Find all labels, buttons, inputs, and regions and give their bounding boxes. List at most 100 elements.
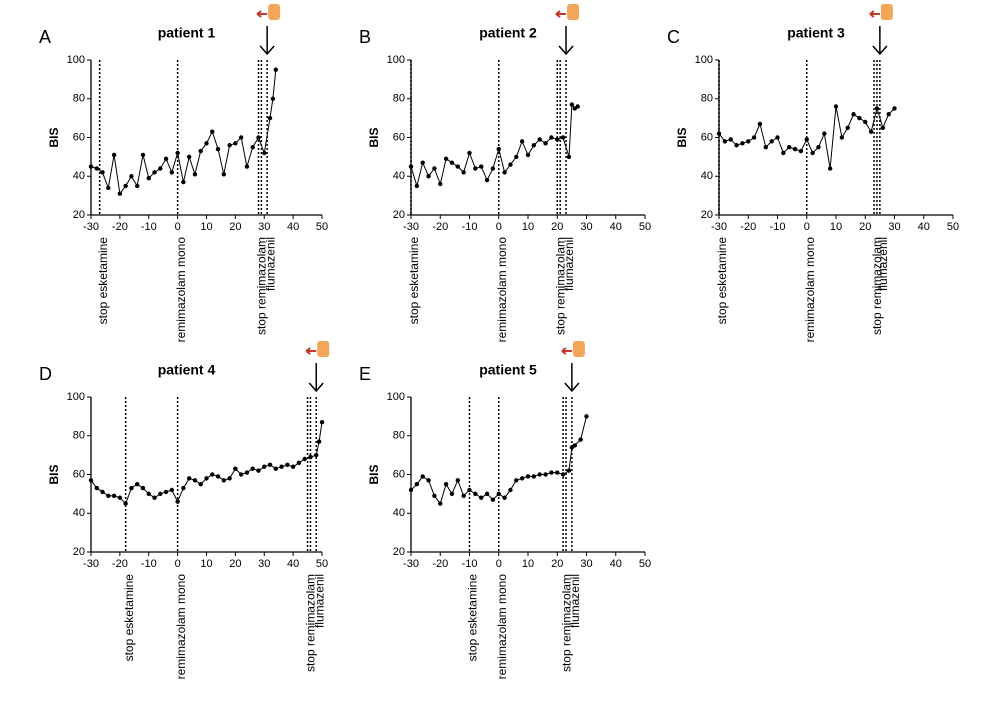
- bis-point: [804, 137, 809, 142]
- bis-point: [508, 487, 513, 493]
- panel-letter: B: [359, 27, 371, 47]
- x-tick-label: 30: [258, 558, 270, 570]
- bis-point: [787, 144, 792, 150]
- y-tick-label: 100: [387, 391, 405, 403]
- x-tick-label: 40: [610, 558, 622, 570]
- bis-point: [543, 141, 548, 146]
- bis-point: [868, 129, 874, 134]
- x-tick-label: -10: [141, 221, 157, 233]
- bis-point: [490, 497, 496, 502]
- icon-arrow: [561, 347, 572, 355]
- x-tick-label: 0: [804, 221, 810, 233]
- bis-point: [531, 474, 537, 479]
- bis-point: [827, 166, 833, 171]
- bis-point: [267, 115, 273, 121]
- bis-point: [290, 464, 296, 469]
- bis-point: [279, 464, 284, 469]
- bis-point: [484, 177, 490, 183]
- bis-point: [537, 137, 542, 142]
- bis-point: [502, 170, 507, 175]
- x-tick-label: -30: [83, 221, 99, 233]
- bis-point: [502, 495, 507, 500]
- bis-point: [181, 485, 186, 491]
- event-label: flumazenil: [876, 237, 890, 291]
- bis-point: [227, 143, 232, 148]
- event-label: stop remimazolam: [870, 237, 884, 335]
- bis-point: [863, 119, 868, 125]
- bis-point: [555, 137, 560, 142]
- bis-point: [426, 174, 431, 179]
- y-tick-label: 60: [73, 131, 85, 143]
- bis-point: [467, 150, 472, 156]
- x-tick-label: -10: [141, 558, 157, 570]
- bis-point: [94, 485, 99, 491]
- bis-point: [886, 112, 891, 117]
- y-tick-label: 80: [393, 430, 405, 442]
- bis-point: [169, 170, 175, 175]
- bis-point: [285, 462, 290, 468]
- bis-point: [461, 493, 466, 499]
- bis-point: [851, 112, 856, 117]
- x-tick-label: -10: [462, 221, 478, 233]
- y-tick-label: 40: [393, 507, 405, 519]
- x-tick-label: 40: [610, 221, 622, 233]
- bis-point: [198, 481, 203, 487]
- y-tick-label: 60: [393, 131, 405, 143]
- bis-point: [473, 491, 478, 497]
- bis-point: [414, 183, 420, 189]
- bis-point: [734, 143, 739, 148]
- bis-point: [262, 464, 267, 469]
- bis-point: [215, 474, 221, 479]
- bis-point: [296, 460, 302, 466]
- bis-point: [722, 139, 728, 144]
- bis-point: [455, 478, 460, 483]
- panel-letter: E: [359, 364, 371, 384]
- icon: [268, 4, 281, 20]
- bis-point: [117, 191, 123, 196]
- x-tick-label: 40: [287, 221, 299, 233]
- y-tick-label: 80: [393, 93, 405, 105]
- panel-title: patient 5: [479, 362, 537, 378]
- y-tick-label: 20: [393, 546, 405, 558]
- y-tick-label: 20: [73, 546, 85, 558]
- y-tick-label: 40: [73, 507, 85, 519]
- x-tick-label: -10: [770, 221, 786, 233]
- x-tick-label: -20: [432, 221, 448, 233]
- x-tick-label: 20: [229, 221, 241, 233]
- bis-point: [473, 166, 478, 171]
- arrow-head: [308, 382, 324, 393]
- event-label: stop remimazolam: [559, 574, 573, 672]
- bis-point: [484, 491, 490, 497]
- bis-point: [578, 437, 583, 442]
- x-tick-label: 50: [316, 221, 328, 233]
- bis-point: [892, 106, 897, 111]
- bis-point: [111, 493, 117, 499]
- event-label: stop remimazolam: [553, 237, 567, 335]
- bis-point: [94, 166, 99, 171]
- bis-point: [204, 476, 209, 481]
- bis-point: [273, 67, 278, 72]
- bis-point: [267, 462, 273, 468]
- bis-point: [810, 150, 815, 156]
- bis-point: [135, 481, 140, 487]
- y-tick-label: 40: [73, 170, 85, 182]
- bis-point: [426, 478, 431, 483]
- bis-point: [215, 146, 221, 152]
- bis-point: [111, 152, 117, 158]
- y-tick-label: 20: [73, 209, 85, 221]
- bis-point: [227, 476, 232, 481]
- x-tick-label: -30: [711, 221, 727, 233]
- bis-point: [204, 141, 209, 146]
- event-label: remimazolam mono: [803, 237, 817, 343]
- bis-point: [816, 144, 821, 150]
- bis-point: [455, 164, 460, 169]
- x-tick-label: -20: [432, 558, 448, 570]
- x-tick-label: 20: [229, 558, 241, 570]
- bis-point: [135, 183, 140, 189]
- bis-point: [314, 452, 319, 458]
- bis-point: [152, 495, 157, 500]
- bis-point: [169, 487, 175, 493]
- bis-point: [106, 185, 111, 191]
- x-tick-label: 30: [258, 221, 270, 233]
